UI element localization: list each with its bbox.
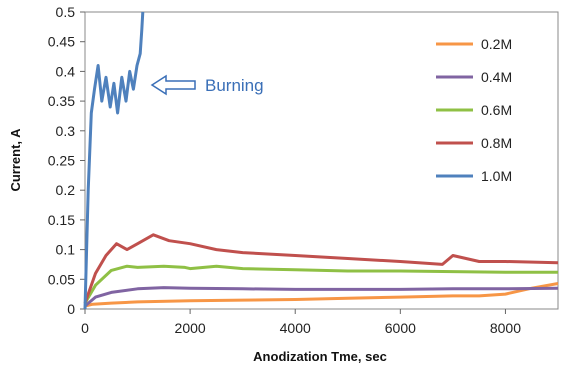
legend-label: 0.6M: [481, 102, 512, 118]
burning-annotation: Burning: [150, 74, 264, 96]
burning-label: Burning: [205, 76, 264, 95]
y-tick-label: 0: [67, 301, 75, 317]
x-tick-label: 8000: [490, 320, 521, 336]
burning-arrow: [150, 74, 196, 96]
legend-label: 1.0M: [481, 168, 512, 184]
legend: 0.2M 0.4M 0.6M 0.8M 1.0M: [436, 36, 512, 184]
y-tick-label: 0.2: [56, 182, 76, 198]
y-tick-label: 0.4: [56, 63, 76, 79]
series-line-0.4M: [84, 286, 559, 308]
x-axis-ticks: 0 2000 4000 6000 8000: [81, 309, 521, 336]
x-axis-title: Anodization Tme, sec: [253, 349, 387, 364]
y-tick-label: 0.45: [48, 34, 75, 50]
y-tick-label: 0.05: [48, 271, 75, 287]
y-tick-label: 0.25: [48, 153, 75, 169]
x-tick-label: 0: [81, 320, 89, 336]
series-line-0.6M: [83, 264, 558, 304]
x-tick-label: 2000: [175, 320, 206, 336]
series-line-0.2M: [84, 282, 559, 308]
y-axis-title: Current, A: [8, 128, 23, 192]
series-line-1.0M: [83, 11, 145, 310]
legend-label: 0.2M: [481, 36, 512, 52]
series-line-0.8M: [83, 233, 559, 304]
series-lines: [83, 11, 559, 310]
x-tick-label: 6000: [385, 320, 416, 336]
y-tick-label: 0.5: [56, 4, 76, 20]
y-tick-label: 0.1: [56, 242, 76, 258]
y-axis-ticks: 0 0.05 0.1 0.15 0.2 0.25 0.3 0.35 0.4 0.45 0.5: [48, 4, 85, 317]
legend-label: 0.4M: [481, 69, 512, 85]
y-tick-label: 0.15: [48, 212, 75, 228]
y-tick-label: 0.3: [56, 123, 76, 139]
legend-label: 0.8M: [481, 135, 512, 151]
x-tick-label: 4000: [280, 320, 311, 336]
y-tick-label: 0.35: [48, 93, 75, 109]
plot-area: [84, 11, 559, 310]
